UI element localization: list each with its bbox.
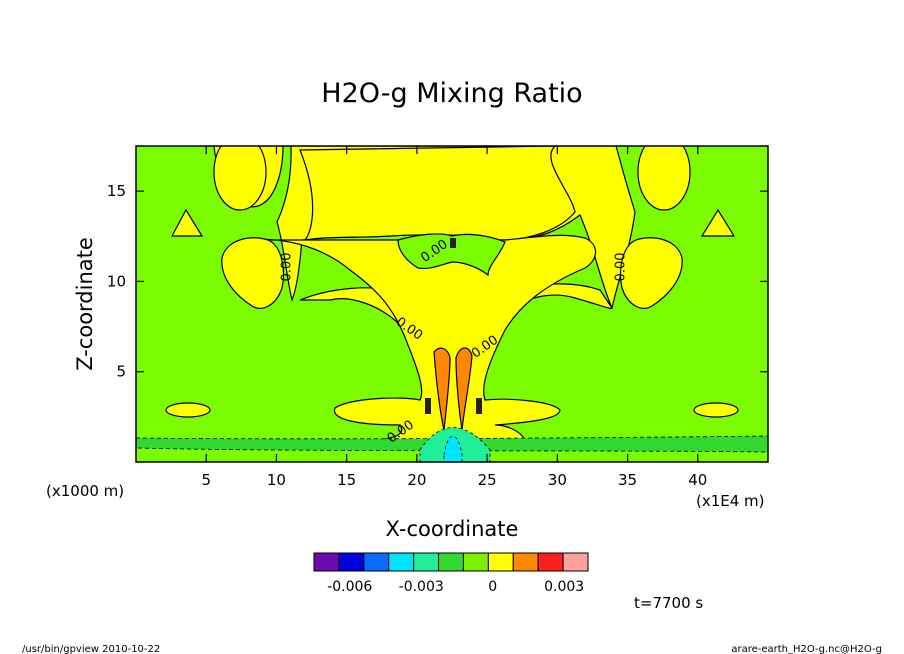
green-island-center	[397, 233, 506, 277]
yellow-triangle-left	[170, 208, 204, 237]
x-tick-label: 20	[407, 471, 426, 489]
yellow-blob-top-right	[637, 146, 691, 211]
dark-speck-1	[425, 398, 431, 414]
colorbar-swatch	[338, 552, 365, 572]
colorbar-swatch	[438, 552, 464, 572]
yellow-triangle-right	[700, 208, 736, 237]
colorbar-swatch	[413, 552, 440, 572]
contour-fields	[136, 146, 768, 462]
colorbar-swatch	[537, 552, 564, 572]
orange-plume-left	[433, 347, 451, 431]
x-tick-label: 5	[201, 471, 211, 489]
plot-frame	[135, 145, 769, 463]
chart-title: H2O-g Mixing Ratio	[321, 78, 582, 109]
ground-plume-blue	[443, 435, 463, 462]
colorbar-tick-label: 0.003	[544, 579, 584, 595]
yellow-body-region	[299, 146, 576, 241]
yellow-blob-top-left	[213, 146, 267, 211]
x-axis-title: X-coordinate	[386, 517, 519, 541]
yellow-blob-right-mid	[619, 237, 683, 309]
contour-label: 0.00	[614, 253, 629, 282]
x-tick-label: 40	[688, 471, 707, 489]
dark-speck-2	[476, 398, 482, 414]
y-axis: 5 10 15	[107, 182, 768, 381]
orange-plume-right	[455, 347, 473, 431]
colorbar-swatch	[512, 552, 539, 572]
x-axis: 5 10 15 20 25 30 35 40	[201, 146, 707, 489]
colorbar-swatch	[388, 552, 415, 572]
colorbar-swatch	[562, 552, 589, 572]
x-tick-label: 35	[618, 471, 637, 489]
x-unit-label: (x1E4 m)	[696, 492, 765, 510]
dark-speck-3	[450, 238, 456, 248]
colorbar-tick-label: -0.003	[399, 579, 444, 595]
contour-label: 0.00	[279, 253, 294, 282]
yellow-lens-left	[165, 402, 211, 418]
yellow-lower-region	[239, 234, 597, 441]
colorbar-swatch	[462, 552, 489, 572]
x-tick-label: 25	[478, 471, 497, 489]
time-annotation: t=7700 s	[634, 594, 703, 612]
colorbar-swatch	[487, 552, 514, 572]
y-tick-label: 15	[107, 182, 126, 200]
x-tick-label: 10	[267, 471, 286, 489]
y-axis-title: Z-coordinate	[73, 237, 97, 371]
x-tick-label: 15	[337, 471, 356, 489]
y-tick-label: 10	[107, 272, 126, 290]
yellow-blob-left-mid	[221, 237, 285, 309]
y-tick-label: 5	[116, 363, 126, 381]
y-unit-label: (x1000 m)	[46, 482, 124, 500]
colorbar-tick-label: 0	[488, 579, 497, 595]
x-tick-label: 30	[548, 471, 567, 489]
colorbar-swatch	[363, 552, 390, 572]
footer-left: /usr/bin/gpview 2010-10-22	[22, 644, 160, 654]
colorbar-swatch	[313, 552, 340, 572]
footer-right: arare-earth_H2O-g.nc@H2O-g	[731, 644, 882, 654]
colorbar: -0.006 -0.003 0 0.003	[313, 552, 589, 595]
colorbar-tick-label: -0.006	[327, 579, 372, 595]
plot-area: 0.00 0.000.000.000.000.00	[135, 145, 769, 463]
yellow-lens-right	[693, 402, 739, 418]
